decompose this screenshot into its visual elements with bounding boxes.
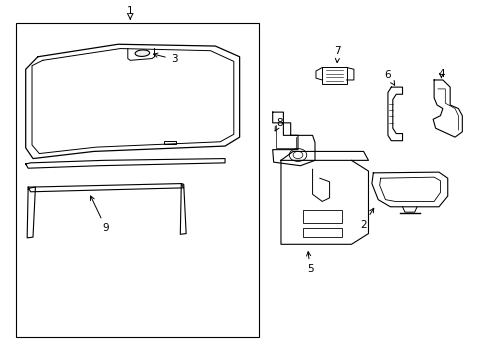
Text: 4: 4 xyxy=(437,69,444,79)
Text: 1: 1 xyxy=(127,6,133,17)
Bar xyxy=(322,67,346,84)
Bar xyxy=(16,23,259,337)
Bar xyxy=(302,228,341,237)
Ellipse shape xyxy=(135,50,149,57)
Text: 7: 7 xyxy=(334,46,341,63)
Text: 8: 8 xyxy=(275,118,282,131)
Text: 3: 3 xyxy=(153,53,177,64)
Bar xyxy=(164,141,176,144)
Text: 9: 9 xyxy=(90,196,109,233)
Text: 6: 6 xyxy=(384,69,394,85)
Text: 5: 5 xyxy=(306,252,313,274)
Bar xyxy=(302,210,341,223)
Text: 2: 2 xyxy=(360,208,373,230)
